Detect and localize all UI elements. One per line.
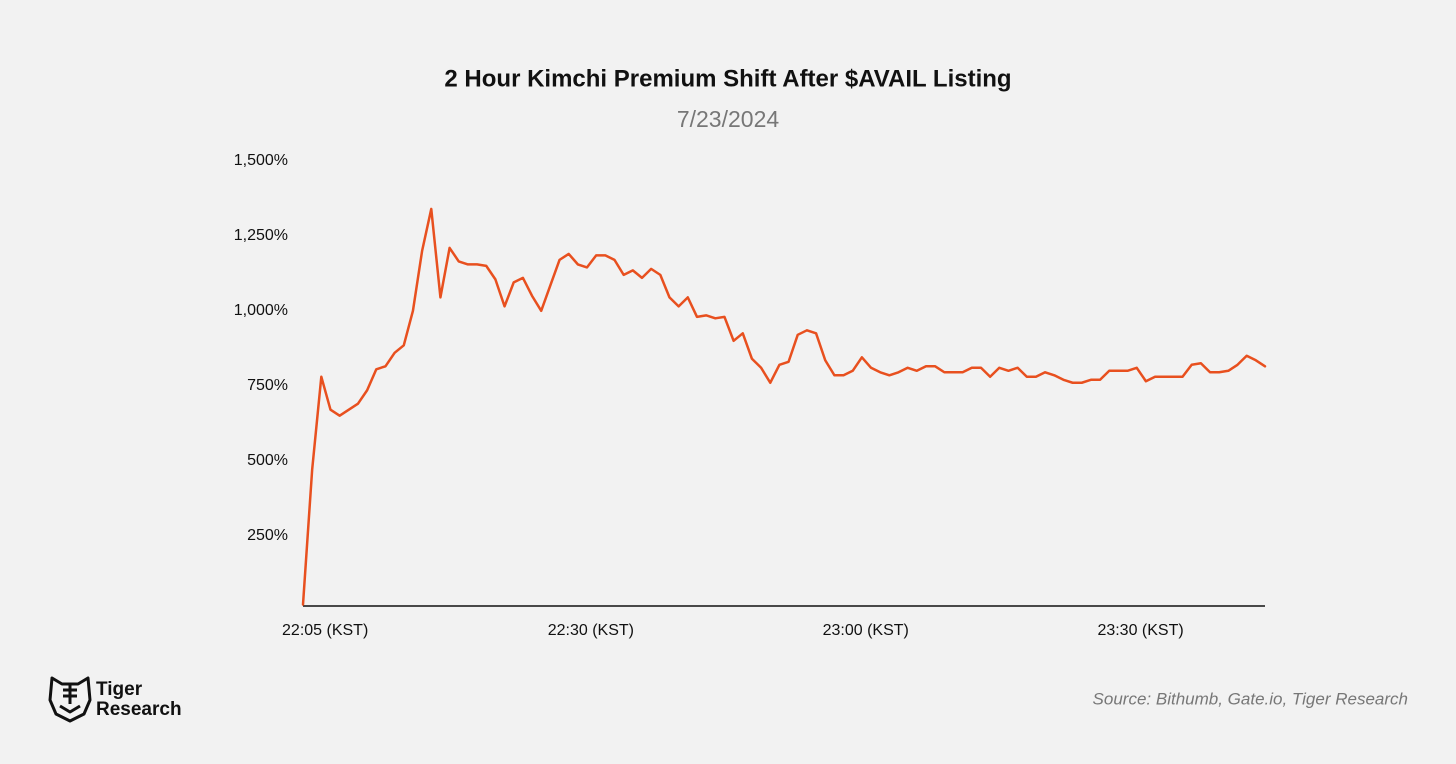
logo-text: Tiger [96,679,143,700]
logo-icon [48,676,92,723]
logo-text: Research [96,699,182,720]
y-tick-label: 1,500% [234,152,288,169]
y-tick-label: 750% [247,377,288,394]
y-tick-label: 1,250% [234,227,288,244]
chart-subtitle: 7/23/2024 [677,106,780,132]
y-tick-label: 500% [247,452,288,469]
y-tick-label: 1,000% [234,302,288,319]
x-tick-label: 22:30 (KST) [548,622,634,639]
x-tick-label: 22:05 (KST) [282,622,368,639]
data-line [301,207,1267,606]
chart-title: 2 Hour Kimchi Premium Shift After $AVAIL… [444,65,1011,92]
x-tick-label: 23:30 (KST) [1097,622,1183,639]
source-note: Source: Bithumb, Gate.io, Tiger Research [1093,689,1408,708]
x-tick-label: 23:00 (KST) [823,622,909,639]
y-tick-label: 250% [247,527,288,544]
